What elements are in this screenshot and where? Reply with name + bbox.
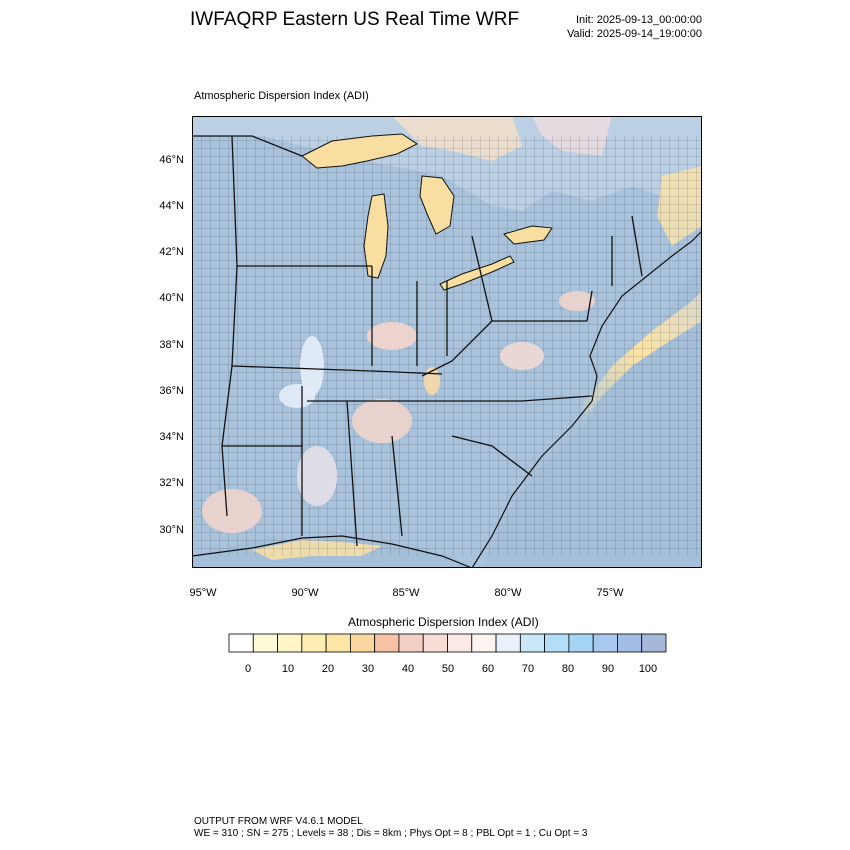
latitude-label: 44°N [159,200,184,212]
low-adi-spot [352,399,412,443]
colorbar-swatch [519,633,546,653]
lake-huron [419,175,455,235]
latitude-label: 34°N [159,431,184,443]
latitude-label: 36°N [159,385,184,397]
latitude-label: 46°N [159,154,184,166]
colorbar-swatch [495,633,521,653]
state-borders [192,135,643,547]
high-adi-band [279,384,315,408]
longitude-label: 90°W [291,587,319,599]
colorbar-swatch [422,633,448,653]
colorbar-swatch [277,633,303,653]
lake-michigan [363,193,389,279]
colorbar-label: 80 [561,663,575,675]
colorbar-swatch [447,633,473,653]
colorbar-label: 30 [361,663,375,675]
low-adi-spot [367,322,417,350]
latitude-label: 42°N [159,246,184,258]
colorbar-swatch [228,633,254,653]
model-footer: OUTPUT FROM WRF V4.6.1 MODEL WE = 310 ; … [194,816,587,840]
footer-line-1: OUTPUT FROM WRF V4.6.1 MODEL [194,816,363,827]
colorbar-label: 100 [638,663,658,675]
colorbar-swatch [349,633,376,653]
map-border [192,116,702,568]
longitude-label: 85°W [392,587,420,599]
high-adi-band [300,336,324,396]
low-adi-spot [297,446,337,506]
gulf-coastline [192,535,473,568]
colorbar-swatch [374,633,400,653]
map-subtitle: Atmospheric Dispersion Index (ADI) [194,90,369,102]
lake-erie [439,255,515,291]
low-adi-spot [559,291,595,311]
latitude-label: 40°N [159,292,184,304]
footer-line-2: WE = 310 ; SN = 275 ; Levels = 38 ; Dis … [194,828,588,839]
colorbar-swatch [617,633,643,653]
latitude-label: 32°N [159,477,184,489]
colorbar-label: 60 [481,663,495,675]
init-time: Init: 2025-09-13_00:00:00 [576,14,702,26]
low-adi-spot [202,489,262,533]
adi-map [192,116,702,568]
colorbar-label: 40 [401,663,415,675]
latitude-label: 38°N [159,339,184,351]
page-title: IWFAQRP Eastern US Real Time WRF [190,9,520,30]
colorbar-swatch [471,633,497,653]
atlantic-coastline [471,230,702,568]
colorbar [228,633,667,653]
colorbar-title: Atmospheric Dispersion Index (ADI) [348,615,539,629]
colorbar-swatch [641,633,667,653]
longitude-label: 80°W [494,587,522,599]
colorbar-swatch [544,633,570,653]
colorbar-swatch [568,633,594,653]
longitude-label: 95°W [189,587,217,599]
colorbar-swatch [252,633,278,653]
colorbar-swatch [301,633,327,653]
low-adi-spot [500,342,544,370]
colorbar-label: 20 [321,663,335,675]
valid-time: Valid: 2025-09-14_19:00:00 [567,28,702,40]
colorbar-label: 0 [244,663,252,675]
colorbar-swatch [398,633,424,653]
colorbar-swatch [325,633,351,653]
latitude-label: 30°N [159,524,184,536]
lake-superior [301,133,418,169]
lake-ontario [503,225,553,245]
colorbar-swatch [592,633,618,653]
colorbar-label: 10 [281,663,295,675]
init-valid-times: Init: 2025-09-13_00:00:00 Valid: 2025-09… [567,13,702,41]
colorbar-label: 90 [601,663,615,675]
colorbar-label: 50 [441,663,455,675]
colorbar-label: 70 [521,663,535,675]
longitude-label: 75°W [596,587,624,599]
